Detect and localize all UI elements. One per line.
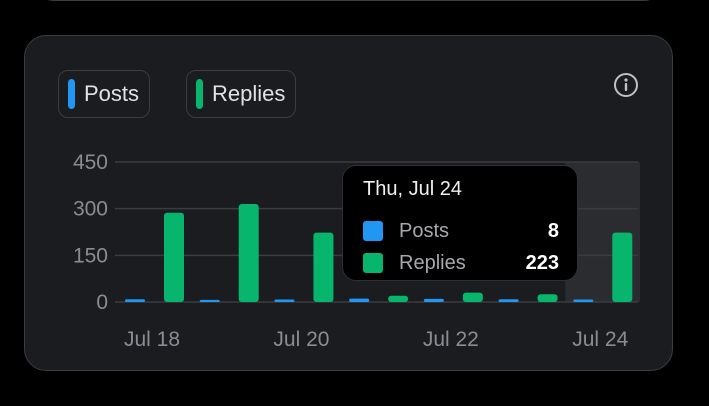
x-tick-label: Jul 18	[124, 328, 180, 351]
replies-bar-jul-21	[388, 295, 409, 302]
y-tick-label: 300	[73, 198, 108, 221]
posts-bar-jul-20	[274, 299, 295, 302]
replies-bar-jul-19	[238, 204, 259, 302]
replies-bar-jul-22	[462, 292, 483, 302]
tooltip-row-replies: Replies 223	[363, 250, 559, 276]
x-tick-label: Jul 20	[273, 328, 329, 351]
posts-bar-jul-18	[125, 299, 145, 302]
posts-bar-jul-24	[573, 299, 594, 302]
posts-bar-jul-22	[423, 298, 444, 302]
y-tick-label: 150	[73, 244, 108, 267]
replies-bar-jul-23	[537, 294, 558, 302]
info-circle-icon[interactable]	[613, 72, 639, 98]
activity-chart-card: Posts Replies 0 150 300 450 Jul 18 Jul 20 Jul…	[24, 35, 673, 371]
legend-posts-toggle[interactable]: Posts	[58, 70, 151, 118]
tooltip-replies-swatch	[363, 253, 383, 273]
chart-tooltip: Thu, Jul 24 Posts 8 Replies 223	[342, 165, 578, 281]
tooltip-posts-value: 8	[547, 219, 559, 242]
y-tick-label: 0	[96, 291, 108, 314]
posts-bar-jul-23	[498, 299, 519, 302]
previous-card-edge	[32, 0, 666, 1]
tooltip-replies-label: Replies	[399, 251, 466, 274]
tooltip-replies-value: 223	[525, 251, 559, 274]
legend-replies-toggle[interactable]: Replies	[186, 70, 297, 118]
tooltip-posts-swatch	[363, 221, 383, 241]
legend-replies-label: Replies	[212, 81, 286, 106]
x-tick-label: Jul 22	[423, 328, 479, 351]
posts-bar-jul-19	[199, 299, 220, 302]
replies-bar-jul-24	[612, 232, 633, 302]
tooltip-posts-label: Posts	[399, 219, 450, 242]
posts-bar-jul-21	[349, 298, 370, 302]
tooltip-row-posts: Posts 8	[363, 218, 559, 244]
bar-chart: 0 150 300 450 Jul 18 Jul 20 Jul 22 Jul 24	[73, 151, 640, 351]
replies-color-swatch	[196, 79, 203, 109]
tooltip-date: Thu, Jul 24	[363, 178, 462, 200]
replies-bar-jul-20	[313, 232, 334, 302]
legend-posts-label: Posts	[84, 81, 140, 106]
posts-color-swatch	[68, 79, 75, 109]
y-tick-label: 450	[73, 151, 108, 174]
x-tick-label: Jul 24	[572, 328, 628, 351]
replies-bar-jul-18	[164, 212, 184, 302]
